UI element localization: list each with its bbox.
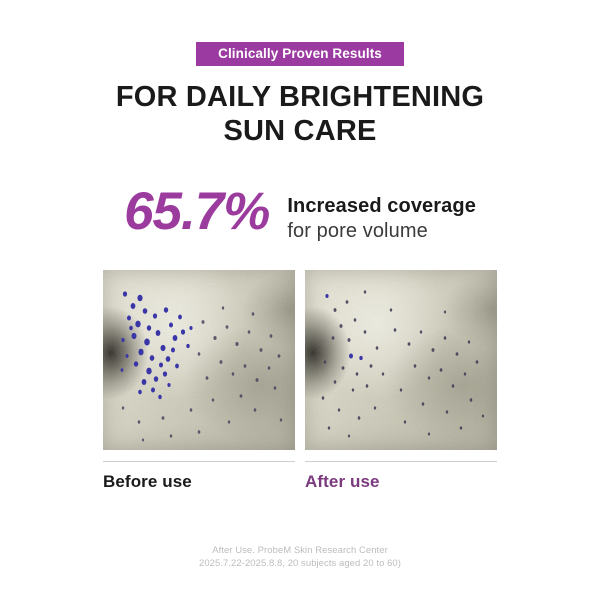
before-divider [103, 461, 295, 462]
after-panel: After use [305, 270, 497, 492]
skin-grain-icon [103, 270, 295, 450]
page-title: FOR DAILY BRIGHTENING SUN CARE [0, 80, 600, 148]
before-image [103, 270, 295, 450]
stat-block: 65.7% Increased coverage for pore volume [0, 182, 600, 244]
after-divider [305, 461, 497, 462]
before-after-comparison: Before use [103, 270, 497, 492]
page-title-line-1: FOR DAILY BRIGHTENING [115, 81, 485, 113]
stat-description: Increased coverage for pore volume [287, 186, 476, 244]
before-caption: Before use [103, 472, 192, 491]
after-image [305, 270, 497, 450]
page-title-line-2: SUN CARE [223, 115, 377, 147]
badge-row: Clinically Proven Results [0, 42, 600, 66]
stat-description-secondary: for pore volume [287, 220, 428, 242]
pore-markers-after-icon [321, 290, 485, 438]
after-caption: After use [305, 472, 380, 491]
footnote: After Use. ProbeM Skin Research Center 2… [0, 544, 600, 570]
before-panel: Before use [103, 270, 295, 492]
pore-markers-before-icon [120, 291, 283, 442]
footnote-line-2: 2025.7.22-2025.8.8, 20 subjects aged 20 … [199, 558, 401, 569]
status-badge: Clinically Proven Results [196, 42, 404, 66]
stat-description-primary: Increased coverage [287, 195, 476, 217]
skin-grain-icon [305, 270, 497, 450]
footnote-line-1: After Use. ProbeM Skin Research Center [212, 545, 388, 556]
stat-value: 65.7% [124, 182, 270, 241]
